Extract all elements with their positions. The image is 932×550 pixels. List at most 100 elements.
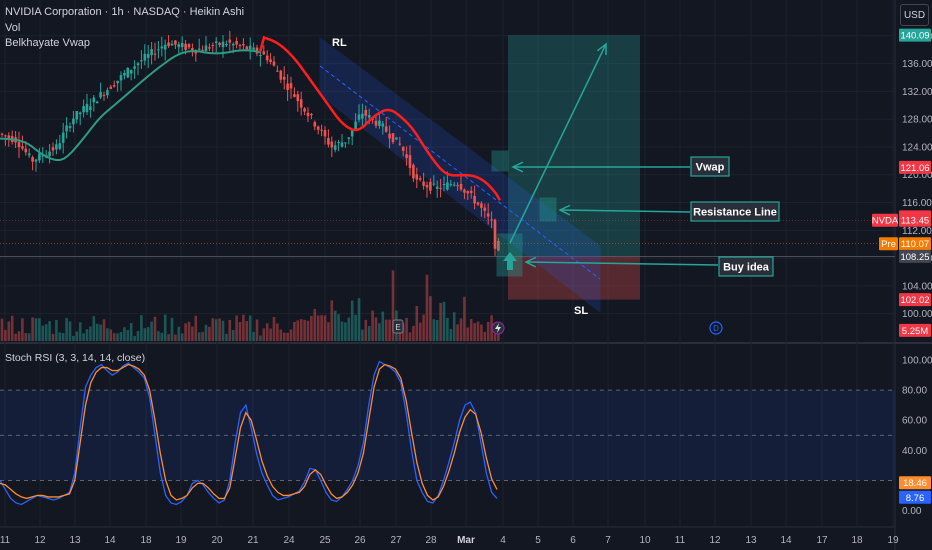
candle-body — [463, 189, 466, 193]
profit-zone[interactable] — [508, 35, 640, 257]
candle-body — [347, 137, 351, 139]
volume-bar — [412, 325, 415, 341]
volume-bar — [0, 318, 4, 341]
volume-bar — [418, 322, 422, 341]
indicator-label[interactable]: Belkhayate Vwap — [5, 37, 90, 49]
dividend-marker[interactable] — [709, 321, 723, 335]
volume-bar — [384, 319, 388, 341]
candle-body — [303, 108, 306, 112]
price-tick-label: 100.00 — [902, 309, 932, 320]
premarket-price-tag: 110.07 — [901, 239, 929, 250]
candle-body — [58, 143, 62, 149]
candle-body — [211, 44, 215, 46]
vwap-line-green — [0, 49, 261, 161]
candle-body — [204, 45, 208, 52]
candle-body — [442, 184, 446, 186]
channel-label-sl: SL — [574, 305, 588, 317]
volume-bar — [106, 328, 109, 341]
time-tick-label: 7 — [605, 535, 611, 546]
candle-body — [214, 41, 218, 43]
annotation-box[interactable] — [690, 156, 730, 177]
volume-bar — [126, 330, 130, 341]
candle-body — [133, 66, 136, 69]
time-tick-label: 27 — [390, 535, 402, 546]
earnings-marker[interactable] — [392, 319, 404, 334]
candle-body — [136, 63, 140, 66]
time-tick-label: 5 — [535, 535, 541, 546]
candle-body — [262, 51, 266, 55]
candle-body — [483, 207, 487, 211]
candle-body — [480, 203, 483, 208]
candle-body — [299, 99, 303, 108]
rsi-value-tag-bg — [899, 490, 931, 504]
volume-bar — [449, 329, 453, 341]
volume-bar — [259, 335, 262, 341]
volume-bars — [0, 270, 500, 341]
candle-body — [38, 153, 41, 161]
chart-title: NVIDIA Corporation · 1h · NASDAQ · Heiki… — [5, 6, 245, 18]
volume-bar — [27, 333, 31, 341]
price-tick-label: 104.00 — [902, 281, 932, 292]
candle-body — [21, 146, 24, 149]
candle-body — [449, 184, 453, 186]
time-tick-label: 19 — [175, 535, 187, 546]
currency-button[interactable]: USD — [900, 4, 929, 26]
annotation-label: Vwap — [696, 162, 725, 174]
volume-bar — [123, 327, 126, 341]
time-tick-label: Mar — [457, 535, 475, 546]
candle-body — [276, 70, 279, 72]
time-tick-label: 19 — [887, 535, 899, 546]
annotation-box[interactable] — [690, 201, 780, 222]
premarket-tag-bg — [879, 237, 898, 251]
candle-body — [92, 97, 96, 103]
target-price-tag-bg — [899, 28, 931, 42]
candle-body — [432, 183, 436, 185]
candle-body — [24, 148, 28, 153]
volume-bar — [204, 324, 208, 341]
buy-arrow-head — [524, 256, 537, 268]
candle-body — [398, 143, 402, 145]
candle-body — [89, 106, 92, 110]
volume-bar — [327, 322, 330, 341]
candle-body — [357, 114, 361, 120]
volume-bar — [197, 332, 201, 341]
volume-bar — [439, 302, 442, 341]
volume-bar — [85, 329, 89, 341]
candle-body — [473, 195, 476, 204]
volume-bar — [17, 331, 21, 341]
volume-bar — [174, 334, 177, 341]
candle-body — [327, 138, 330, 145]
candle-body — [123, 73, 126, 76]
time-tick-label: 26 — [354, 535, 366, 546]
resistance-marker-box[interactable] — [539, 197, 557, 222]
volume-bar — [235, 315, 238, 341]
vwap-marker-box[interactable] — [491, 150, 509, 172]
volume-bar — [344, 322, 347, 341]
candle-body — [235, 41, 238, 45]
stoch-rsi-label[interactable]: Stoch RSI (3, 3, 14, 14, close) — [5, 352, 146, 364]
candle-body — [401, 146, 405, 151]
annotation-box[interactable] — [718, 256, 774, 277]
price-tick-label: 128.00 — [902, 115, 932, 126]
time-tick-label: 12 — [709, 535, 721, 546]
volume-bar — [391, 270, 395, 341]
candle-body — [412, 164, 415, 179]
volume-bar — [361, 329, 364, 341]
volume-bar — [65, 318, 68, 341]
candle-body — [469, 190, 473, 194]
candle-body — [75, 111, 79, 120]
volume-bar — [320, 315, 323, 341]
candle-body — [354, 121, 357, 131]
candle-body — [405, 154, 408, 158]
last-price-tag: 113.45 — [901, 216, 929, 227]
volume-bar — [493, 334, 497, 341]
volume-bar — [102, 319, 106, 341]
candle-body — [95, 101, 99, 104]
candle-body — [337, 142, 340, 144]
volume-bar — [483, 331, 487, 341]
volume-label: Vol — [5, 22, 21, 34]
volume-bar — [44, 324, 48, 341]
candle-body — [82, 106, 85, 113]
volume-bar — [228, 319, 232, 341]
